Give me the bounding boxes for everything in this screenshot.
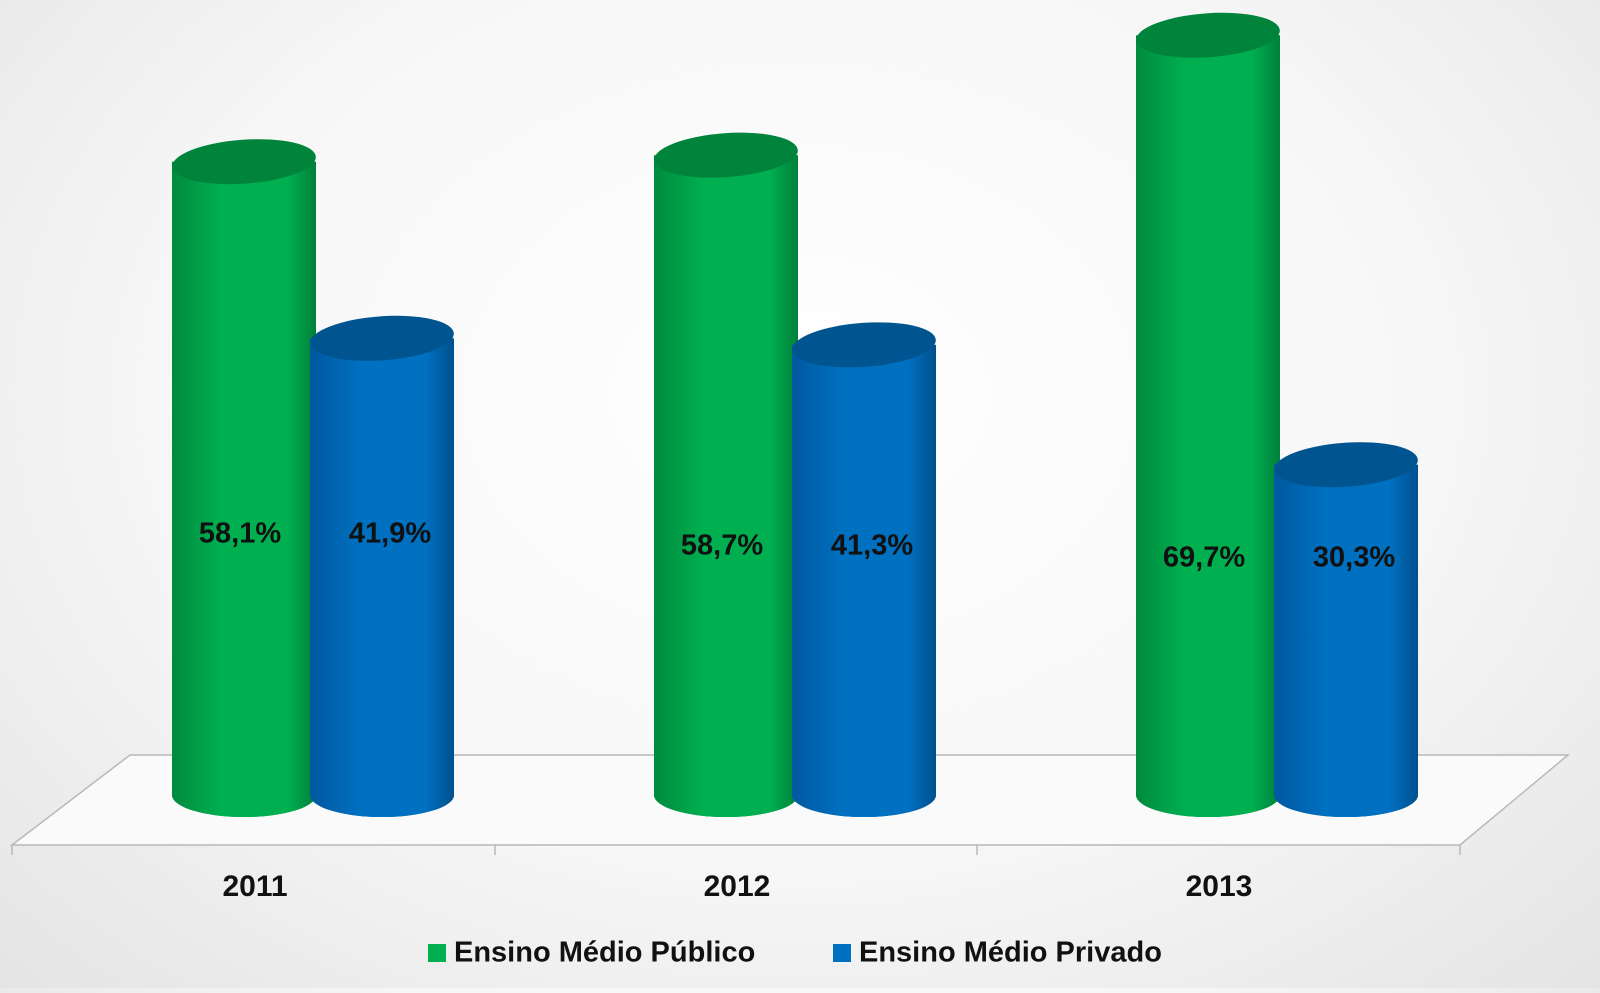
cylinder-top — [310, 315, 454, 361]
x-tick-label: 2012 — [704, 870, 771, 903]
value-label: 41,9% — [349, 518, 431, 550]
legend-label: Ensino Médio Público — [454, 937, 755, 969]
value-label: 30,3% — [1313, 542, 1395, 574]
cylinder-top — [172, 139, 316, 185]
cylinder-body — [654, 155, 798, 796]
cylinder-top — [792, 322, 936, 368]
cylinder-top — [1136, 12, 1280, 58]
cylinder — [310, 315, 454, 817]
value-label: 69,7% — [1163, 542, 1245, 574]
cylinder — [172, 139, 316, 817]
x-tick-label: 2013 — [1186, 870, 1253, 903]
cylinder-top — [1274, 442, 1418, 488]
value-label: 58,1% — [199, 518, 281, 550]
cylinder-bottom-front — [1136, 773, 1280, 817]
cylinder — [654, 132, 798, 817]
cylinder-bottom-front — [654, 773, 798, 817]
cylinder-bottom-front — [792, 773, 936, 817]
legend-swatch — [833, 944, 851, 962]
cylinder-body — [792, 344, 936, 795]
cylinder — [1274, 442, 1418, 817]
legend-label: Ensino Médio Privado — [859, 937, 1162, 969]
cylinder-bottom-front — [1274, 773, 1418, 817]
cylinder-bottom-front — [310, 773, 454, 817]
cylinder-body — [1274, 464, 1418, 795]
legend-swatch — [428, 944, 446, 962]
cylinder-body — [1136, 35, 1280, 795]
value-label: 58,7% — [681, 530, 763, 562]
x-tick-label: 2011 — [222, 870, 287, 903]
cylinder-body — [172, 161, 316, 795]
cylinder-top — [654, 132, 798, 178]
cylinder — [1136, 12, 1280, 817]
cylinder-bottom-front — [172, 773, 316, 817]
cylinder — [792, 322, 936, 817]
cylinder-body — [310, 338, 454, 795]
value-label: 41,3% — [831, 530, 913, 562]
